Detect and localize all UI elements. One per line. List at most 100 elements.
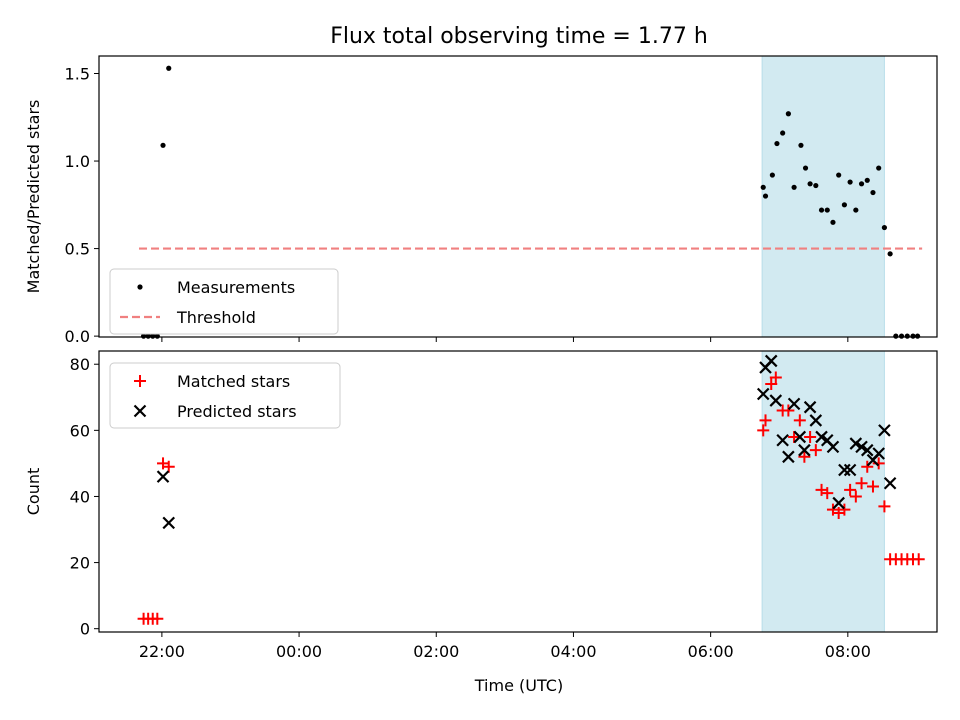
y-tick-label: 80 bbox=[70, 355, 90, 374]
data-point bbox=[764, 354, 778, 368]
data-point bbox=[780, 130, 786, 136]
chart-title: Flux total observing time = 1.77 h bbox=[330, 24, 708, 49]
data-point bbox=[769, 394, 783, 407]
data-point bbox=[824, 207, 830, 213]
legend: Matched stars Predicted stars bbox=[109, 362, 341, 429]
data-point bbox=[847, 179, 853, 185]
data-point bbox=[151, 612, 164, 625]
y-tick-label: 0.5 bbox=[65, 240, 90, 259]
data-point bbox=[821, 487, 834, 500]
x-tick-label: 04:00 bbox=[550, 642, 596, 661]
x-tick-label: 22:00 bbox=[139, 642, 185, 661]
legend-swatch bbox=[133, 404, 147, 418]
data-point bbox=[893, 333, 899, 339]
data-point bbox=[866, 480, 879, 493]
data-point bbox=[759, 414, 772, 427]
data-point bbox=[788, 430, 801, 443]
data-point bbox=[876, 165, 882, 171]
legend-swatch bbox=[137, 284, 143, 290]
data-point bbox=[803, 400, 817, 414]
data-point bbox=[160, 142, 166, 148]
data-point bbox=[855, 477, 868, 490]
data-point bbox=[793, 414, 806, 427]
data-point bbox=[904, 333, 910, 339]
data-point bbox=[156, 470, 170, 483]
data-point bbox=[807, 181, 813, 187]
legend-box bbox=[109, 268, 339, 335]
data-point bbox=[855, 440, 868, 454]
count-panel: 22:00 00:00 02:00 04:00 06:00 08:00 0 20 40 60 80 C… bbox=[24, 350, 938, 661]
data-point bbox=[809, 444, 822, 457]
data-point bbox=[838, 463, 851, 477]
y-axis-label: Count bbox=[24, 468, 43, 516]
data-point bbox=[849, 490, 862, 503]
data-point bbox=[798, 142, 804, 148]
data-point bbox=[878, 500, 891, 513]
data-point bbox=[776, 433, 789, 447]
data-point bbox=[860, 443, 874, 457]
x-tick-label: 08:00 bbox=[825, 642, 871, 661]
y-tick-label: 1.5 bbox=[65, 65, 90, 84]
legend-box bbox=[109, 362, 341, 429]
shaded-span bbox=[761, 55, 885, 338]
data-point bbox=[757, 424, 770, 437]
legend-label: Matched stars bbox=[177, 372, 290, 391]
data-point bbox=[872, 447, 885, 460]
data-point bbox=[910, 333, 916, 339]
y-tick-label: 60 bbox=[70, 421, 90, 440]
data-point bbox=[858, 181, 865, 187]
data-point bbox=[830, 219, 836, 225]
series-matched-stars bbox=[137, 371, 925, 625]
data-point bbox=[802, 165, 809, 171]
x-tick-label: 06:00 bbox=[688, 642, 734, 661]
data-point bbox=[798, 450, 811, 463]
plot-frame bbox=[98, 350, 938, 633]
data-point bbox=[798, 443, 811, 457]
legend-label: Measurements bbox=[177, 278, 295, 297]
x-tick-label: 00:00 bbox=[276, 642, 322, 661]
ratio-panel: 0.0 0.5 1.0 1.5 Matched/Predicted stars Measu… bbox=[24, 55, 938, 346]
data-point bbox=[769, 371, 782, 384]
data-point bbox=[898, 333, 905, 339]
data-point bbox=[853, 207, 859, 213]
data-point bbox=[832, 496, 845, 510]
data-point bbox=[166, 65, 172, 71]
plot-frame bbox=[98, 55, 938, 338]
shaded-span bbox=[761, 350, 885, 633]
data-point bbox=[162, 516, 176, 530]
y-tick-label: 20 bbox=[70, 554, 90, 573]
x-axis-label: Time (UTC) bbox=[474, 676, 563, 695]
legend-swatch bbox=[134, 375, 146, 387]
data-point bbox=[793, 430, 807, 444]
data-point bbox=[878, 424, 891, 437]
data-point bbox=[809, 414, 823, 427]
data-point bbox=[787, 397, 801, 411]
data-point bbox=[760, 184, 766, 190]
data-point bbox=[162, 460, 175, 473]
data-point bbox=[887, 251, 893, 257]
data-point bbox=[912, 553, 925, 566]
data-point bbox=[782, 450, 795, 464]
legend-label: Threshold bbox=[176, 308, 256, 327]
data-point bbox=[838, 503, 851, 516]
y-tick-label: 1.0 bbox=[65, 152, 90, 171]
y-axis-label: Matched/Predicted stars bbox=[24, 100, 43, 294]
data-point bbox=[870, 189, 876, 196]
data-point bbox=[782, 404, 795, 417]
data-point bbox=[756, 387, 770, 401]
x-tick-label: 02:00 bbox=[413, 642, 459, 661]
data-point bbox=[881, 224, 888, 231]
data-point bbox=[815, 430, 828, 444]
data-point bbox=[872, 457, 885, 470]
data-point bbox=[818, 207, 825, 213]
legend: Measurements Threshold bbox=[109, 268, 339, 335]
data-point bbox=[762, 193, 769, 199]
data-point bbox=[791, 184, 797, 190]
y-tick-label: 0.0 bbox=[65, 327, 90, 346]
data-point bbox=[883, 476, 897, 490]
y-tick-label: 0 bbox=[80, 620, 90, 639]
data-point bbox=[844, 483, 857, 496]
data-point bbox=[914, 333, 921, 339]
data-point bbox=[769, 172, 775, 178]
